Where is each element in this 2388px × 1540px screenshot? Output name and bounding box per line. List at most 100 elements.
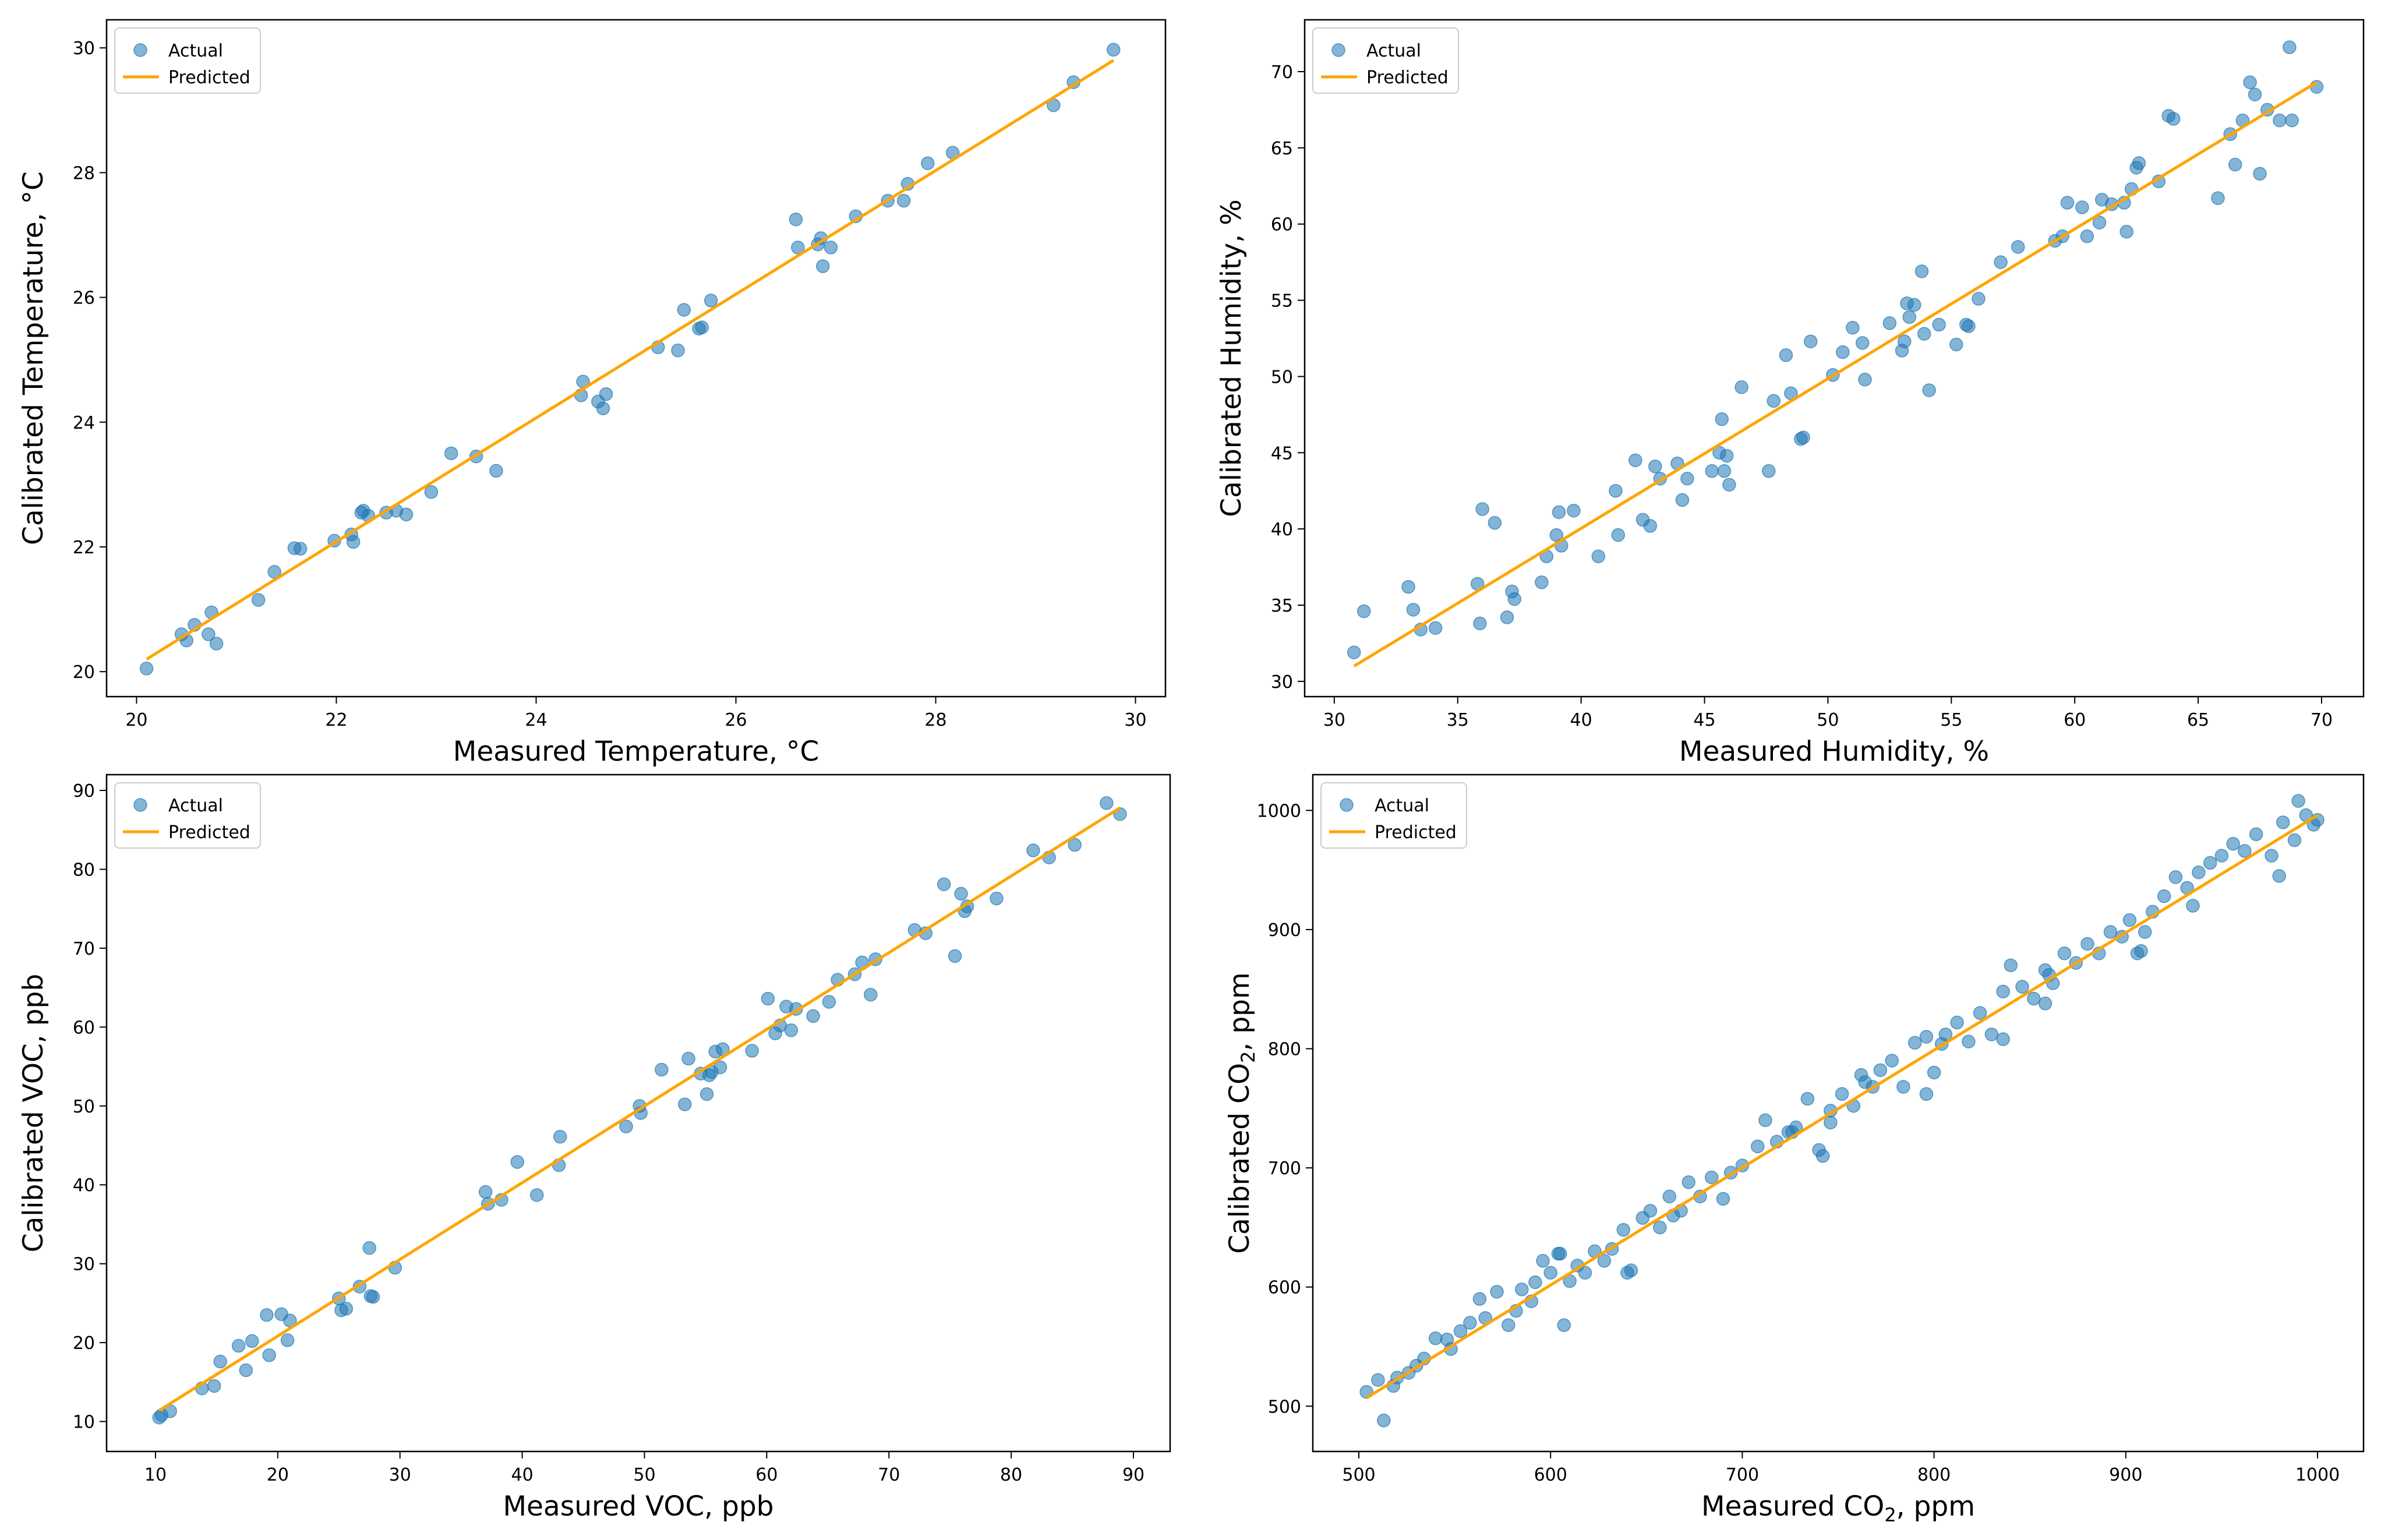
legend-predicted-label: Predicted (168, 68, 250, 88)
data-point (1858, 372, 1872, 387)
data-point (1750, 1139, 1765, 1154)
legend-actual-label: Actual (1375, 796, 1429, 816)
data-point (700, 1087, 714, 1101)
data-point (990, 891, 1004, 906)
x-axis-label: Measured Temperature, °C (453, 736, 819, 768)
data-point (1882, 316, 1897, 330)
data-point (2249, 827, 2263, 842)
data-point (1428, 1331, 1443, 1345)
data-point (478, 1185, 493, 1199)
data-point (1620, 1266, 1634, 1280)
data-point (1502, 1318, 1516, 1332)
data-point (1949, 337, 1963, 352)
x-tick-label: 35 (1447, 710, 1469, 730)
data-point (822, 995, 836, 1009)
data-point (681, 1051, 695, 1066)
data-point (207, 1379, 221, 1393)
data-point (1567, 503, 1581, 518)
y-tick-label: 20 (73, 1333, 95, 1354)
plot-area (152, 796, 1127, 1425)
data-point (1761, 464, 1776, 478)
data-point (346, 535, 361, 549)
data-point (1996, 1032, 2010, 1046)
y-tick-label: 1000 (1257, 801, 1301, 821)
y-tick-label: 30 (73, 38, 95, 59)
plot-frame (105, 19, 1167, 698)
data-point (1815, 1149, 1830, 1163)
predicted-line (158, 806, 1121, 1412)
y-tick-label: 900 (1268, 920, 1301, 941)
data-point (1996, 984, 2010, 999)
data-point (139, 662, 154, 676)
data-point (1475, 502, 1489, 516)
chart-panel-1: 20 22 24 26 28 30 20 22 24 26 28 30 Measured Tempera… (17, 19, 1167, 768)
legend-actual-marker (1331, 43, 1345, 57)
x-tick-label: 30 (1124, 710, 1146, 730)
chart-panel-3: 10 20 30 40 50 60 70 80 90 10 20 30 40 50 60 70 80 90 Meas… (17, 773, 1171, 1523)
y-tick-label: 90 (73, 781, 95, 801)
legend: Actual Predicted (114, 782, 261, 849)
x-tick-label: 65 (2187, 710, 2209, 730)
y-tick-label: 20 (73, 662, 95, 683)
data-point (530, 1188, 544, 1202)
predicted-line (1365, 814, 2319, 1400)
data-point (1578, 1266, 1592, 1280)
data-point (424, 485, 439, 499)
data-point (1507, 592, 1521, 606)
x-tick-label: 500 (1342, 1465, 1375, 1485)
data-point (1100, 796, 1114, 810)
data-point (1488, 515, 1502, 530)
data-point (245, 1334, 259, 1348)
data-point (1536, 1253, 1550, 1268)
data-point (1716, 1192, 1730, 1206)
data-point (2265, 849, 2279, 863)
data-point (1535, 575, 1549, 589)
data-point (2248, 87, 2262, 101)
data-point (1543, 1266, 1557, 1280)
y-tick-label: 22 (73, 538, 95, 558)
data-point (1705, 464, 1719, 478)
data-point (678, 1097, 692, 1111)
y-tick-label: 45 (1271, 443, 1293, 464)
plot-area (1359, 794, 2325, 1428)
data-point (1616, 1223, 1631, 1237)
data-point (1068, 838, 1082, 852)
legend: Actual Predicted (1320, 782, 1467, 849)
data-point (2243, 75, 2257, 90)
data-point (2038, 997, 2053, 1011)
data-point (2238, 844, 2252, 858)
data-point (2168, 870, 2183, 884)
data-point (399, 507, 414, 522)
predicted-line (1353, 81, 2318, 667)
data-point (1628, 453, 1642, 468)
y-axis-label: Calibrated Humidity, % (1216, 199, 1248, 517)
data-point (655, 1062, 669, 1077)
data-point (510, 1155, 524, 1169)
legend-actual-marker (133, 798, 147, 812)
data-point (1836, 345, 1850, 359)
legend: Actual Predicted (1312, 27, 1459, 94)
plot-area (1347, 40, 2324, 667)
data-point (1719, 448, 1734, 463)
data-point (1722, 478, 1736, 492)
data-point (213, 1354, 227, 1369)
data-point (1662, 1189, 1677, 1203)
data-point (1643, 1204, 1658, 1218)
data-point (2283, 40, 2297, 54)
data-point (293, 542, 308, 556)
data-point (553, 1129, 567, 1144)
data-point (896, 193, 911, 208)
y-tick-label: 800 (1268, 1040, 1301, 1060)
y-tick-label: 70 (73, 939, 95, 959)
data-point (1919, 1087, 1934, 1101)
x-tick-label: 30 (1323, 710, 1345, 730)
x-tick-label: 50 (1817, 710, 1839, 730)
data-point (1515, 1283, 1529, 1297)
data-point (1704, 1170, 1719, 1185)
data-point (2192, 866, 2206, 880)
data-point (2214, 849, 2229, 863)
y-axis-label: Calibrated CO2, ppm (1224, 972, 1259, 1253)
y-tick-label: 700 (1268, 1158, 1301, 1179)
x-tick-label: 700 (1726, 1465, 1759, 1485)
legend-actual-label: Actual (1366, 41, 1421, 61)
